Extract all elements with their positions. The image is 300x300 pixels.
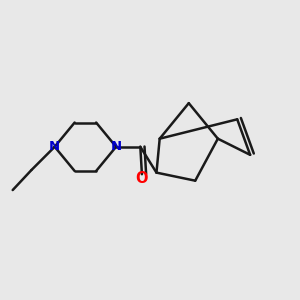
Text: N: N xyxy=(49,140,60,153)
Text: O: O xyxy=(136,171,148,186)
Text: N: N xyxy=(110,140,122,153)
